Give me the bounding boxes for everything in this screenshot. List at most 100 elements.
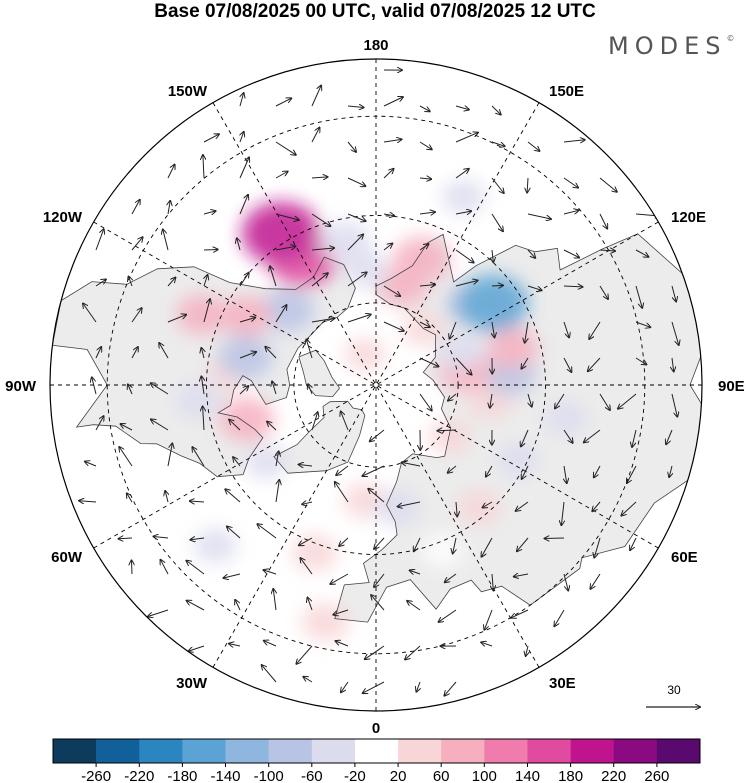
wind-vector — [311, 86, 321, 107]
wind-vector — [368, 489, 385, 503]
lon-label-180: 180 — [363, 37, 388, 54]
wind-vector — [561, 501, 564, 525]
wind-vector — [527, 249, 535, 258]
wind-vector — [132, 560, 133, 575]
wind-vector — [311, 318, 335, 323]
wind-vector — [666, 429, 673, 444]
wind-vector — [239, 195, 248, 215]
wind-vector — [167, 278, 175, 287]
wind-vector — [448, 465, 457, 473]
wind-vector — [491, 141, 505, 146]
lon-label-30e: 30E — [549, 675, 576, 692]
wind-vector — [618, 393, 637, 409]
wind-vector — [95, 347, 101, 359]
anomaly-blob — [422, 534, 464, 568]
colorbar-label: -260 — [81, 768, 111, 783]
wind-vector — [632, 429, 637, 447]
wind-vector — [484, 609, 493, 630]
wind-vector — [336, 465, 349, 475]
wind-vector — [129, 277, 133, 287]
wind-vector — [308, 384, 312, 395]
colorbar-label: 60 — [433, 768, 450, 783]
anomaly-blob — [193, 528, 237, 563]
colorbar-swatch — [441, 739, 485, 763]
anomaly-shading — [175, 179, 588, 642]
wind-vector — [635, 357, 646, 365]
wind-vector — [599, 177, 617, 192]
wind-vector — [383, 321, 404, 331]
wind-vector — [419, 178, 431, 179]
wind-vector — [347, 177, 365, 186]
wind-vector — [627, 465, 637, 483]
graticule — [50, 59, 702, 711]
wind-vector — [203, 155, 204, 179]
colorbar-label: -140 — [210, 768, 240, 783]
wind-vector — [131, 347, 138, 359]
colorbar-swatch — [96, 739, 140, 763]
wind-vector — [584, 429, 601, 442]
wind-vector — [239, 273, 249, 287]
wind-vector — [347, 235, 363, 251]
anomaly-blob — [175, 382, 221, 419]
wind-vector — [419, 357, 439, 367]
wind-vector — [521, 429, 529, 446]
colorbar-label: 140 — [515, 768, 540, 783]
wind-vector — [239, 352, 256, 359]
anomaly-blob — [320, 221, 371, 262]
wind-vector — [265, 347, 277, 359]
wind-vector — [203, 250, 218, 251]
wind-vector — [275, 246, 295, 251]
wind-vector — [239, 386, 248, 395]
wind-vector — [299, 537, 313, 545]
wind-vector — [148, 609, 169, 617]
wind-vector — [240, 132, 244, 143]
wind-vector — [311, 177, 328, 178]
wind-vector — [262, 665, 277, 683]
wind-vector — [131, 237, 143, 251]
wind-vector — [419, 393, 432, 411]
colorbar-swatch — [484, 739, 528, 763]
wind-vector — [383, 244, 392, 251]
wind-vector — [339, 537, 349, 546]
wind-vector — [270, 266, 277, 287]
wind-vector — [92, 377, 97, 395]
wind-vector — [438, 430, 457, 431]
wind-vector — [528, 393, 532, 407]
anomaly-blob — [374, 489, 421, 527]
wind-vector — [275, 172, 288, 179]
wind-vector — [363, 681, 385, 693]
wind-vector — [383, 139, 402, 142]
wind-vector — [527, 213, 551, 219]
wind-vector — [267, 422, 277, 431]
wind-vector — [526, 645, 528, 656]
lon-label-60e: 60E — [671, 549, 698, 566]
anomaly-blob — [219, 397, 275, 442]
colorbar-label: -100 — [254, 768, 284, 783]
wind-vector — [275, 141, 296, 155]
wind-vector — [635, 321, 650, 327]
wind-vector — [308, 598, 313, 611]
wind-vector — [83, 304, 97, 323]
wind-vector — [527, 177, 528, 193]
wind-vector — [672, 357, 674, 371]
wind-vector — [522, 357, 529, 369]
wind-vector — [347, 272, 367, 287]
wind-vector — [492, 321, 495, 337]
wind-vector — [419, 285, 435, 286]
wind-vector — [237, 238, 240, 251]
wind-vector — [491, 177, 504, 193]
wind-vector — [275, 480, 279, 503]
wind-vector — [588, 357, 601, 371]
wind-vector — [303, 677, 313, 683]
coastline — [298, 349, 340, 398]
wind-vector — [419, 321, 430, 327]
colorbar-swatch — [527, 739, 571, 763]
wind-vector — [402, 462, 421, 467]
latitude-circle — [206, 215, 546, 555]
wind-vector — [275, 98, 291, 107]
wind-vector — [79, 501, 97, 502]
wind-vector — [486, 465, 493, 477]
wind-vector — [592, 501, 601, 511]
wind-vector — [516, 501, 529, 511]
